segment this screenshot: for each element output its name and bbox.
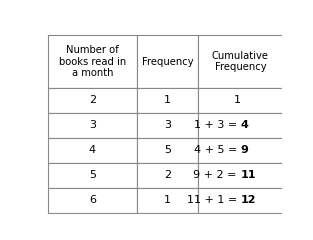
Text: 11: 11 <box>240 170 256 180</box>
Text: 1 + 3 =: 1 + 3 = <box>194 120 240 130</box>
Text: 11 + 1 =: 11 + 1 = <box>187 195 240 205</box>
Bar <box>198 88 283 113</box>
Bar <box>137 188 198 213</box>
Text: Number of
books read in
a month: Number of books read in a month <box>59 45 126 78</box>
Text: 9: 9 <box>240 145 248 155</box>
Bar <box>48 163 137 188</box>
Bar <box>48 113 137 138</box>
Bar <box>137 163 198 188</box>
Bar <box>198 113 283 138</box>
Text: 5: 5 <box>89 170 96 180</box>
Bar <box>198 35 283 88</box>
Bar <box>137 35 198 88</box>
Text: 5: 5 <box>164 145 171 155</box>
Text: 9 + 2 =: 9 + 2 = <box>193 170 240 180</box>
Bar <box>48 138 137 163</box>
Text: 3: 3 <box>89 120 96 130</box>
Bar <box>48 35 137 88</box>
Text: Frequency: Frequency <box>142 57 193 67</box>
Text: 4: 4 <box>89 145 96 155</box>
Bar <box>198 138 283 163</box>
Bar <box>48 188 137 213</box>
Text: 2: 2 <box>164 170 171 180</box>
Bar <box>137 138 198 163</box>
Text: 4: 4 <box>240 120 248 130</box>
Bar <box>137 113 198 138</box>
Text: 6: 6 <box>89 195 96 205</box>
Text: 4 + 5 =: 4 + 5 = <box>193 145 240 155</box>
Text: 1: 1 <box>233 96 240 105</box>
Bar <box>48 88 137 113</box>
Bar <box>198 163 283 188</box>
Text: Cumulative
Frequency: Cumulative Frequency <box>212 51 269 72</box>
Text: 12: 12 <box>240 195 256 205</box>
Bar <box>198 188 283 213</box>
Text: 2: 2 <box>89 96 96 105</box>
Text: 3: 3 <box>164 120 171 130</box>
Text: 1: 1 <box>164 96 171 105</box>
Text: 1: 1 <box>164 195 171 205</box>
Bar <box>137 88 198 113</box>
